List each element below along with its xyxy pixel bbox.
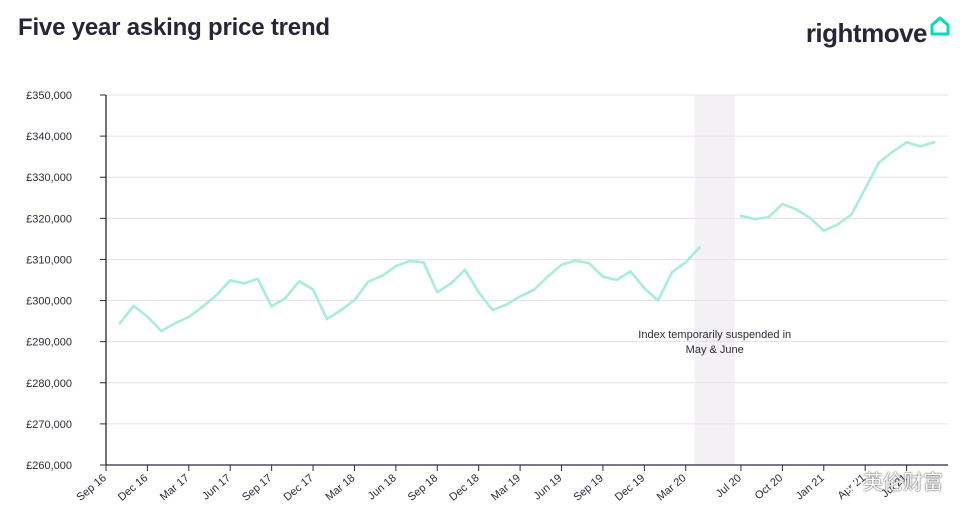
data-point	[215, 293, 218, 297]
x-tick-label: Mar 20	[655, 472, 689, 503]
brand-name: rightmove	[805, 18, 928, 48]
data-point	[656, 299, 660, 302]
data-point	[753, 217, 757, 221]
watermark: 英伦财富	[831, 466, 943, 495]
y-tick-label: £350,000	[26, 90, 72, 102]
data-point	[919, 145, 922, 148]
series-line	[739, 141, 936, 232]
x-tick-label: Mar 18	[323, 472, 357, 503]
data-point	[518, 295, 522, 298]
data-point	[877, 161, 881, 164]
data-point	[394, 264, 398, 268]
x-tick-label: Sep 19	[571, 472, 605, 504]
y-tick-label: £270,000	[26, 419, 72, 431]
x-tick-label: Mar 17	[158, 472, 192, 503]
x-tick-label: Jun 19	[531, 472, 564, 502]
data-point	[159, 329, 163, 333]
data-point	[698, 246, 701, 249]
data-point	[808, 216, 812, 220]
y-tick-label: £290,000	[26, 337, 72, 349]
data-point	[187, 315, 191, 319]
y-tick-label: £280,000	[26, 378, 72, 390]
data-point	[477, 291, 480, 294]
y-tick-label: £260,000	[26, 460, 72, 472]
x-tick-label: Mar 19	[489, 472, 523, 503]
data-point	[546, 275, 550, 279]
data-point	[132, 304, 135, 308]
data-point	[781, 202, 784, 206]
y-tick-label: £310,000	[26, 254, 72, 266]
data-point	[767, 215, 770, 219]
data-point	[891, 150, 895, 154]
watermark-text: 英伦财富	[863, 470, 943, 494]
y-tick-label: £330,000	[26, 172, 72, 184]
wechat-icon	[831, 470, 857, 492]
data-point	[435, 291, 439, 294]
data-point	[836, 223, 839, 226]
data-point	[794, 207, 798, 211]
x-tick-label: Sep 17	[240, 472, 274, 504]
x-tick-label: Oct 20	[753, 472, 786, 502]
data-point	[629, 270, 632, 273]
data-point	[228, 279, 232, 282]
data-point	[408, 259, 411, 263]
data-point	[339, 309, 342, 312]
x-tick-label: Dec 16	[116, 472, 150, 504]
data-point	[587, 261, 591, 265]
y-tick-label: £300,000	[26, 296, 72, 308]
data-point	[504, 303, 508, 306]
data-point	[380, 274, 384, 278]
x-tick-label: Jun 17	[200, 472, 233, 502]
data-point	[574, 259, 577, 262]
data-point	[270, 305, 273, 308]
data-point	[905, 140, 908, 144]
data-point	[643, 286, 646, 290]
x-tick-label: Sep 18	[406, 472, 440, 504]
data-point	[146, 315, 149, 318]
data-point	[284, 296, 287, 300]
data-point	[850, 213, 853, 216]
data-point	[684, 261, 688, 264]
house-outline-icon	[929, 15, 951, 42]
x-tick-label: Jul 20	[714, 472, 744, 500]
data-point	[256, 277, 260, 281]
data-point	[822, 229, 826, 232]
data-point	[242, 281, 246, 285]
data-point	[932, 140, 936, 144]
x-tick-label: Jan 21	[794, 472, 827, 502]
x-tick-label: Dec 18	[447, 472, 481, 504]
data-point	[325, 317, 329, 321]
suspended-period-band	[694, 95, 735, 465]
data-point	[201, 305, 204, 309]
x-tick-label: Jun 18	[366, 472, 399, 502]
data-point	[560, 263, 563, 267]
data-point	[615, 278, 619, 282]
data-point	[463, 268, 467, 272]
y-tick-label: £340,000	[26, 131, 72, 143]
data-point	[118, 321, 122, 325]
y-tick-label: £320,000	[26, 213, 72, 225]
data-point	[739, 214, 743, 218]
data-point	[491, 308, 494, 312]
data-point	[670, 270, 674, 274]
data-point	[311, 288, 315, 291]
data-point	[173, 321, 177, 325]
suspension-annotation: Index temporarily suspended in May & June	[638, 329, 791, 356]
data-point	[353, 298, 356, 302]
data-point	[366, 280, 370, 283]
data-point	[601, 275, 605, 279]
data-point	[297, 279, 301, 283]
data-point	[863, 187, 867, 191]
data-point	[422, 261, 425, 264]
rightmove-logo: rightmove	[806, 16, 951, 50]
x-tick-label: Dec 17	[282, 472, 316, 504]
data-point	[449, 281, 453, 285]
x-tick-label: Dec 19	[613, 472, 647, 504]
chart-title: Five year asking price trend	[18, 14, 330, 41]
x-tick-label: Sep 16	[74, 472, 108, 504]
data-point	[532, 288, 536, 292]
